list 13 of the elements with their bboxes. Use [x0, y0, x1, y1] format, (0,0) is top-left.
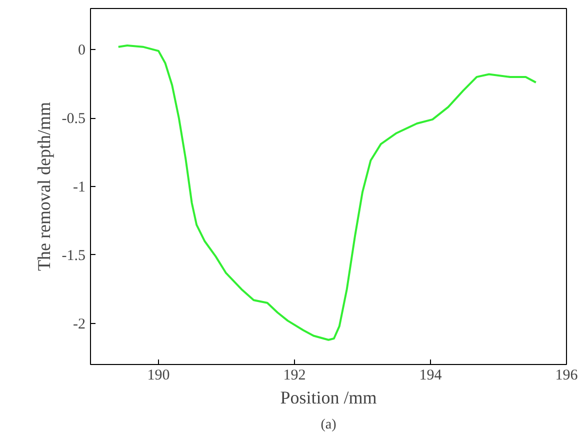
y-axis-title: The removal depth/mm — [34, 102, 54, 271]
x-tick-label: 196 — [555, 368, 578, 384]
y-tick-label: -2 — [73, 316, 86, 332]
x-tick-label: 190 — [147, 368, 170, 384]
text: (a) — [320, 418, 337, 432]
y-tick-label: -0.5 — [62, 111, 86, 128]
y-tick-label: -1.5 — [62, 248, 86, 264]
x-tick-label: 194 — [419, 368, 442, 384]
y-tick-label: 0 — [78, 42, 86, 59]
x-axis-title: Position /mm — [280, 388, 377, 408]
x-tick-label: 192 — [283, 368, 306, 384]
y-tick-label: -1 — [73, 180, 86, 196]
line-series — [117, 44, 537, 341]
